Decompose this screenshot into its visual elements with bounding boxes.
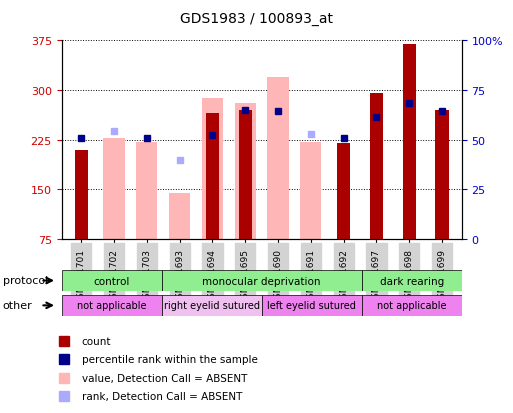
FancyBboxPatch shape bbox=[62, 295, 162, 316]
Bar bbox=[239, 111, 252, 240]
Text: value, Detection Call = ABSENT: value, Detection Call = ABSENT bbox=[82, 373, 247, 383]
Bar bbox=[267, 78, 289, 240]
FancyBboxPatch shape bbox=[62, 271, 162, 291]
Bar bbox=[136, 142, 157, 240]
Bar bbox=[104, 138, 125, 240]
Bar bbox=[436, 111, 448, 240]
Bar bbox=[75, 150, 88, 240]
Bar bbox=[300, 142, 322, 240]
Text: rank, Detection Call = ABSENT: rank, Detection Call = ABSENT bbox=[82, 392, 242, 401]
Bar bbox=[206, 114, 219, 240]
Bar bbox=[403, 45, 416, 240]
Text: percentile rank within the sample: percentile rank within the sample bbox=[82, 354, 258, 364]
FancyBboxPatch shape bbox=[362, 271, 462, 291]
Text: GDS1983 / 100893_at: GDS1983 / 100893_at bbox=[180, 12, 333, 26]
Text: left eyelid sutured: left eyelid sutured bbox=[267, 301, 356, 311]
Text: other: other bbox=[3, 301, 32, 311]
Bar bbox=[337, 144, 350, 240]
FancyBboxPatch shape bbox=[162, 295, 262, 316]
FancyBboxPatch shape bbox=[162, 271, 362, 291]
FancyBboxPatch shape bbox=[262, 295, 362, 316]
Text: dark rearing: dark rearing bbox=[380, 276, 444, 286]
Text: control: control bbox=[93, 276, 130, 286]
Text: not applicable: not applicable bbox=[377, 301, 446, 311]
FancyBboxPatch shape bbox=[362, 295, 462, 316]
Text: monocular deprivation: monocular deprivation bbox=[203, 276, 321, 286]
Text: protocol: protocol bbox=[3, 275, 48, 285]
Text: right eyelid sutured: right eyelid sutured bbox=[164, 301, 260, 311]
Text: not applicable: not applicable bbox=[77, 301, 146, 311]
Bar bbox=[234, 104, 256, 240]
Text: count: count bbox=[82, 336, 111, 346]
Bar bbox=[370, 94, 383, 240]
Bar bbox=[202, 99, 223, 240]
Bar bbox=[169, 193, 190, 240]
